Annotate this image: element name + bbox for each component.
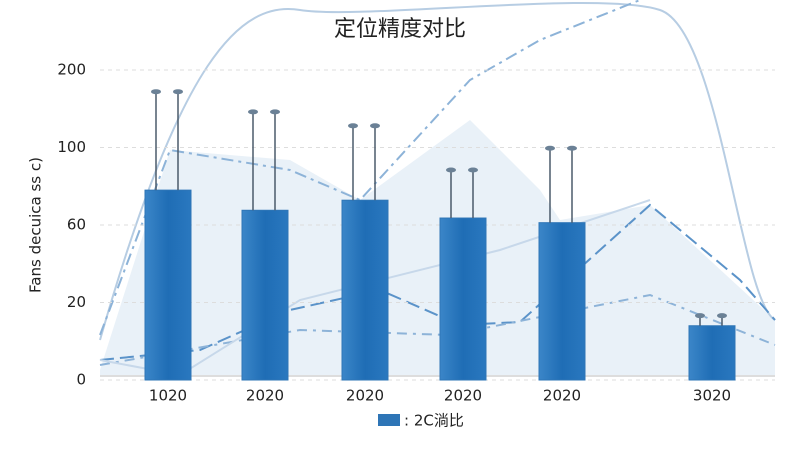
x-tick-label: 2020 xyxy=(543,387,581,405)
bar xyxy=(341,199,389,381)
x-tick-label: 2020 xyxy=(246,387,284,405)
x-tick-label: 2020 xyxy=(346,387,384,405)
error-bar xyxy=(348,123,380,201)
y-tick-label: 0 xyxy=(76,371,86,389)
error-bar xyxy=(545,145,577,223)
bar xyxy=(439,217,487,381)
error-bar xyxy=(695,313,727,326)
bar xyxy=(688,325,736,381)
error-bar xyxy=(446,167,478,219)
legend-label: : 2C淌比 xyxy=(404,412,464,430)
x-tick-label: 3020 xyxy=(693,387,731,405)
y-tick-label: 20 xyxy=(67,293,86,311)
y-tick-label: 60 xyxy=(67,216,86,234)
chart-title: 定位精度对比 xyxy=(334,17,466,42)
bar xyxy=(241,209,289,381)
x-tick-label: 2020 xyxy=(444,387,482,405)
decoration xyxy=(99,0,776,377)
legend-swatch xyxy=(378,414,400,426)
x-tick-label: 1020 xyxy=(149,387,187,405)
y-tick-label: 100 xyxy=(57,138,86,156)
bar xyxy=(538,222,586,381)
error-bar xyxy=(151,89,183,191)
bar xyxy=(144,189,192,381)
error-bar xyxy=(248,109,280,211)
y-tick-label: 200 xyxy=(57,61,86,79)
y-axis-label: Fans decuica ss c) xyxy=(27,157,45,293)
